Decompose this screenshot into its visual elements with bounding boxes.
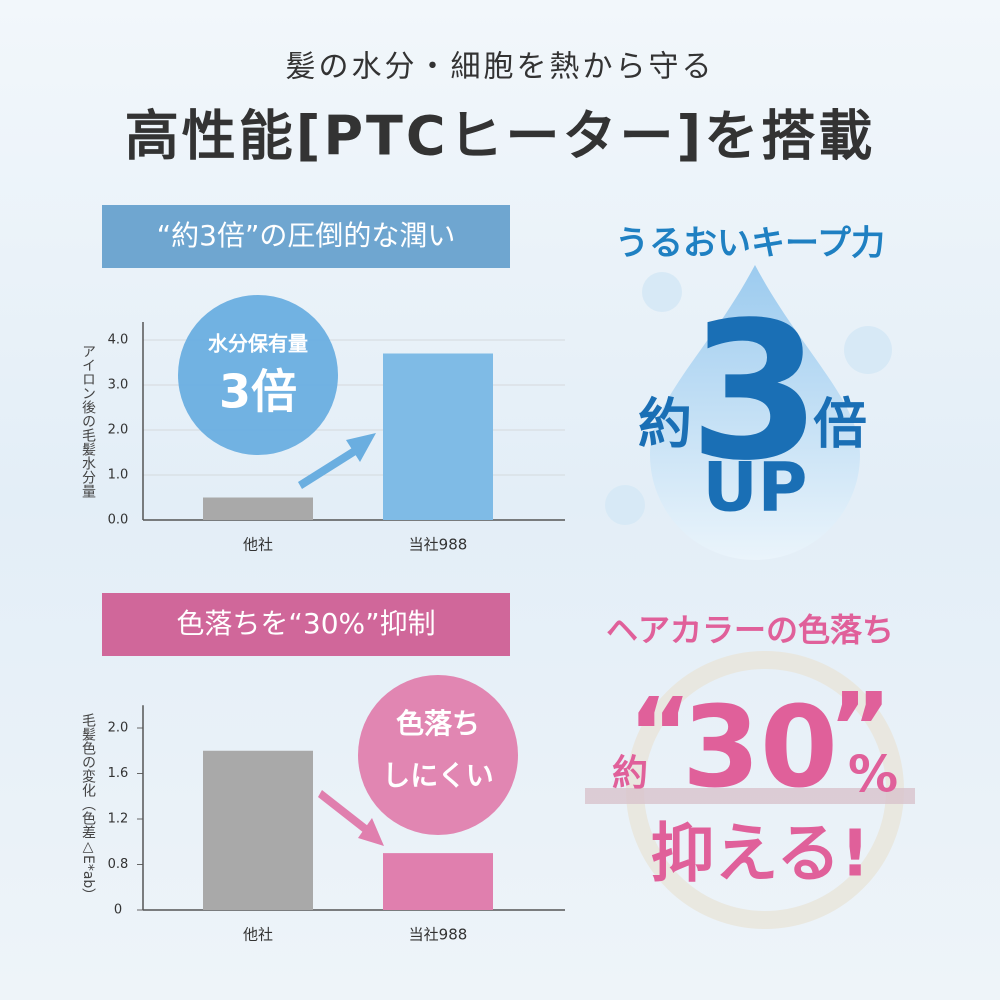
title: 高性能[PTCヒーター]を搭載 bbox=[125, 105, 875, 168]
close-quote: ” bbox=[828, 672, 891, 784]
y-tick-label: 0.0 bbox=[108, 513, 129, 528]
callout-text: 水分保有量 bbox=[208, 332, 308, 356]
highlight-unit: % bbox=[848, 746, 898, 804]
x-tick-label: 他社 bbox=[243, 926, 273, 944]
banner-text: 色落ちを“30%”抑制 bbox=[176, 607, 435, 640]
callout-text: 色落ち bbox=[396, 707, 480, 740]
y-tick-label: 2.0 bbox=[108, 423, 129, 438]
bar bbox=[203, 497, 313, 520]
x-tick-label: 当社988 bbox=[409, 926, 468, 944]
y-tick-label: 1.2 bbox=[108, 812, 129, 827]
y-axis-label: アイロン後の毛髪水分量 bbox=[80, 344, 96, 498]
y-tick-label: 4.0 bbox=[108, 333, 129, 348]
banner-text: “約3倍”の圧倒的な潤い bbox=[157, 219, 456, 252]
callout-bubble bbox=[178, 295, 338, 455]
y-tick-label: 1.6 bbox=[108, 766, 129, 781]
banner bbox=[102, 593, 510, 656]
water-drop bbox=[650, 265, 860, 560]
arrow bbox=[318, 790, 384, 846]
arrow bbox=[298, 433, 376, 489]
y-axis-label: 毛髪色の変化（色差△E*ab） bbox=[80, 713, 96, 902]
bubble-deco bbox=[642, 272, 682, 312]
bar bbox=[203, 750, 313, 910]
highlight-suffix: 倍 bbox=[813, 393, 867, 456]
highlight-tag: 抑える! bbox=[650, 818, 869, 892]
y-tick-label: 1.0 bbox=[108, 468, 129, 483]
y-tick-label: 0 bbox=[114, 903, 122, 918]
highlight-number: 3 bbox=[689, 281, 821, 502]
callout-text: 3倍 bbox=[219, 365, 297, 419]
y-tick-label: 0.8 bbox=[108, 857, 129, 872]
bubble-deco bbox=[605, 485, 645, 525]
band-deco bbox=[585, 788, 915, 804]
highlight-tag: UP bbox=[702, 449, 807, 528]
x-tick-label: 当社988 bbox=[409, 536, 468, 554]
highlight-number: 30 bbox=[682, 683, 838, 813]
highlight-prefix: 約 bbox=[638, 393, 692, 456]
x-tick-label: 他社 bbox=[243, 536, 273, 554]
bar bbox=[383, 853, 493, 910]
bar bbox=[383, 353, 493, 520]
open-quote: “ bbox=[628, 677, 691, 789]
callout-bubble bbox=[358, 675, 518, 835]
banner bbox=[102, 205, 510, 268]
y-tick-label: 2.0 bbox=[108, 721, 129, 736]
highlight-heading: うるおいキープ力 bbox=[615, 224, 885, 264]
highlight-heading: ヘアカラーの色落ち bbox=[606, 611, 894, 649]
callout-text: しにくい bbox=[382, 759, 493, 792]
highlight-prefix: 約 bbox=[612, 753, 648, 794]
subtitle: 髪の水分・細胞を熱から守る bbox=[286, 50, 715, 85]
y-tick-label: 3.0 bbox=[108, 378, 129, 393]
bubble-deco bbox=[844, 326, 892, 374]
